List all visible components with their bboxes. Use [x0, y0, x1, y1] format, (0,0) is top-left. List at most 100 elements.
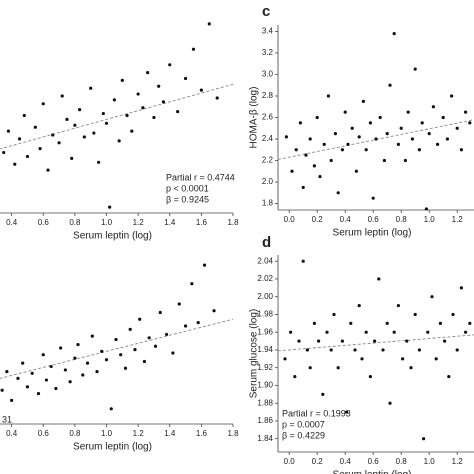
- y-tick-label: 3.2: [262, 48, 274, 57]
- data-point: [147, 336, 151, 340]
- data-point: [361, 99, 365, 103]
- x-tick-label: 1.8: [227, 218, 239, 227]
- data-point: [215, 96, 219, 100]
- data-point: [410, 137, 414, 141]
- data-point: [212, 309, 216, 313]
- data-point: [381, 348, 385, 352]
- data-point: [443, 339, 447, 343]
- data-point: [152, 115, 156, 120]
- data-point: [438, 321, 442, 325]
- data-point: [388, 401, 392, 405]
- x-tick-label: 0.4: [6, 218, 18, 227]
- data-point: [459, 148, 463, 152]
- x-tick-label: 0.8: [396, 215, 408, 224]
- y-tick-label: 1.92: [257, 363, 273, 372]
- data-point: [312, 321, 316, 325]
- x-axis-label: Serum leptin (log): [73, 442, 152, 453]
- annotation: p = 0.0007: [282, 419, 325, 429]
- y-tick-label: 2.2: [262, 156, 274, 165]
- data-point: [413, 312, 417, 317]
- x-tick-label: 0.8: [69, 218, 81, 227]
- data-point: [385, 132, 389, 136]
- data-point: [329, 348, 333, 352]
- data-point: [117, 139, 121, 143]
- data-point: [36, 391, 41, 396]
- data-point: [89, 86, 93, 90]
- x-tick-label: 1.2: [452, 215, 464, 224]
- annotation: p < 0.0001: [166, 183, 209, 193]
- data-point: [54, 386, 58, 391]
- data-point: [301, 259, 305, 263]
- data-point: [368, 374, 372, 379]
- x-tick-label: 0.8: [69, 429, 81, 438]
- data-point: [141, 106, 145, 110]
- x-tick-label: 1.6: [196, 218, 208, 227]
- data-point: [70, 156, 74, 160]
- data-point: [153, 344, 158, 348]
- trend-line: [0, 83, 234, 150]
- data-point: [455, 126, 459, 130]
- y-tick-label: 2.02: [257, 274, 273, 283]
- data-point: [329, 158, 333, 163]
- data-point: [333, 132, 337, 136]
- x-tick-label: 0.0: [284, 215, 296, 224]
- data-point: [354, 169, 358, 173]
- data-point: [10, 398, 14, 402]
- data-point: [289, 330, 293, 334]
- data-point: [326, 94, 330, 98]
- data-point: [59, 346, 63, 350]
- x-tick-label: 1.0: [424, 457, 436, 466]
- data-point: [146, 71, 150, 75]
- data-point: [171, 351, 175, 355]
- annotation: 31: [2, 414, 12, 424]
- data-point: [6, 129, 11, 133]
- data-point: [298, 121, 302, 125]
- data-point: [357, 303, 361, 308]
- data-point: [455, 348, 459, 352]
- data-point: [392, 32, 396, 36]
- data-point: [346, 142, 350, 146]
- annotation: β = 0.9245: [166, 194, 209, 204]
- data-point: [25, 154, 30, 159]
- panel-label: d: [262, 234, 271, 251]
- data-point: [417, 148, 421, 152]
- data-point: [447, 374, 451, 379]
- y-axis-label: HOMA-β (log): [249, 87, 260, 149]
- data-point: [138, 317, 142, 321]
- data-point: [22, 113, 26, 118]
- data-point: [336, 191, 340, 195]
- x-tick-label: 0.4: [6, 429, 18, 438]
- data-point: [190, 282, 194, 286]
- data-point: [63, 368, 67, 372]
- y-tick-label: 1.8: [262, 199, 274, 208]
- data-point: [128, 327, 132, 331]
- data-point: [340, 148, 344, 152]
- y-tick-label: 2.6: [262, 113, 274, 122]
- x-tick-label: 0.2: [312, 457, 324, 466]
- x-tick-label: 1.4: [164, 218, 176, 227]
- annotation: Partial r = 0.1993: [282, 408, 351, 418]
- data-point: [81, 373, 85, 377]
- data-point: [459, 286, 463, 290]
- data-point: [196, 321, 200, 325]
- data-point: [378, 115, 382, 120]
- trend-line: [277, 334, 474, 352]
- y-tick-label: 3.0: [262, 70, 274, 79]
- data-point: [304, 153, 308, 157]
- data-point: [357, 135, 361, 139]
- data-point: [368, 121, 372, 125]
- data-point: [158, 310, 162, 315]
- data-point: [413, 67, 417, 71]
- x-tick-label: 1.0: [101, 218, 113, 227]
- x-tick-label: 1.4: [164, 429, 176, 438]
- x-tick-label: 0.6: [368, 215, 380, 224]
- data-point: [308, 366, 312, 370]
- x-axis-label: Serum leptin (log): [333, 228, 412, 239]
- data-point: [396, 303, 400, 308]
- data-point: [464, 330, 468, 334]
- data-point: [100, 349, 104, 353]
- data-point: [441, 115, 445, 120]
- data-point: [168, 63, 172, 67]
- data-point: [76, 342, 80, 347]
- x-tick-label: 0.8: [396, 457, 408, 466]
